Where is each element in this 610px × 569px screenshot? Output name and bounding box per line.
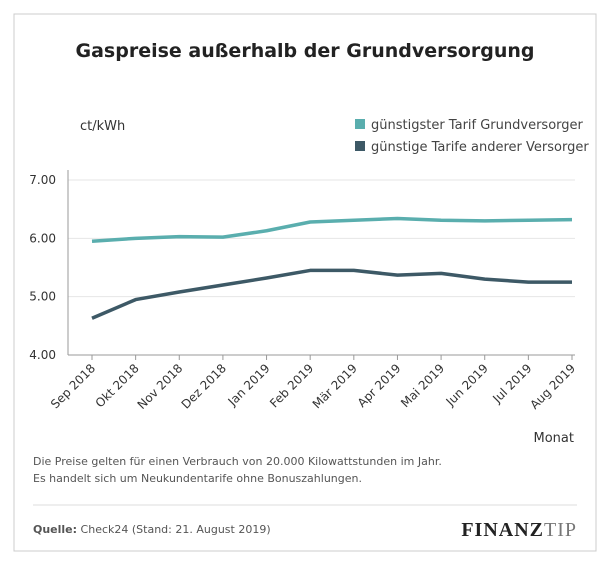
legend-label: günstige Tarife anderer Versorger xyxy=(371,140,589,155)
legend-swatch xyxy=(355,119,365,129)
source-text: Check24 (Stand: 21. August 2019) xyxy=(81,523,271,536)
legend-swatch xyxy=(355,141,365,151)
y-tick-label: 4.00 xyxy=(29,348,56,362)
source-label: Quelle: xyxy=(33,523,77,536)
y-axis-label: ct/kWh xyxy=(80,119,125,134)
x-axis-label: Monat xyxy=(534,431,574,446)
logo-part: FINANZ xyxy=(461,519,544,541)
logo-part: TIP xyxy=(544,519,577,541)
logo: FINANZTIP xyxy=(461,519,577,541)
y-tick-label: 5.00 xyxy=(29,290,56,304)
source: Quelle: Check24 (Stand: 21. August 2019) xyxy=(33,523,271,536)
y-tick-label: 7.00 xyxy=(29,173,56,187)
line xyxy=(91,216,573,243)
chart-title: Gaspreise außerhalb der Grundversorgung xyxy=(76,40,535,62)
note: Es handelt sich um Neukundentarife ohne … xyxy=(33,472,362,485)
legend-label: günstigster Tarif Grundversorger xyxy=(371,118,584,133)
line xyxy=(91,268,572,320)
y-tick-label: 6.00 xyxy=(29,231,56,245)
frame xyxy=(13,13,597,552)
note: Die Preise gelten für einen Verbrauch vo… xyxy=(33,455,442,468)
